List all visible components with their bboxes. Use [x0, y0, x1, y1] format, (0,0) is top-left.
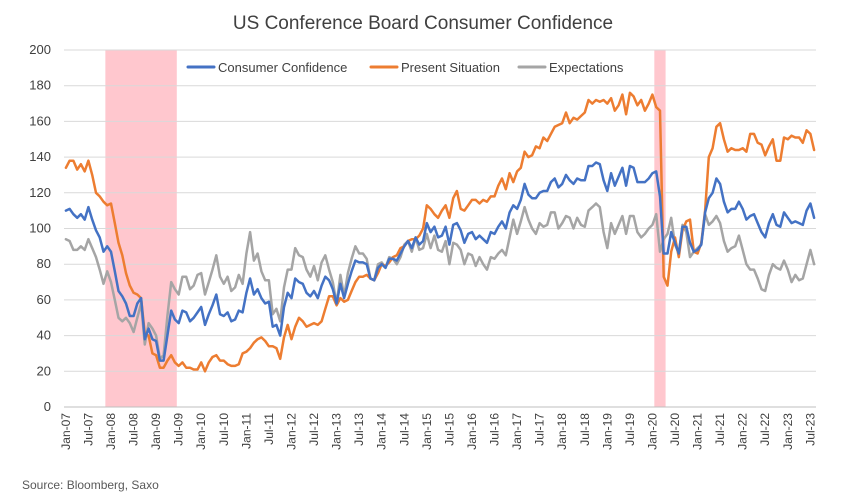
- legend-label-consumer-confidence: Consumer Confidence: [218, 60, 347, 75]
- x-tick-label: Jan-13: [330, 413, 344, 450]
- x-tick-label: Jan-18: [555, 413, 569, 450]
- y-tick-label: 40: [37, 328, 51, 343]
- series-lines: [64, 91, 816, 373]
- x-tick-label: Jan-12: [284, 413, 298, 450]
- x-tick-label: Jul-10: [217, 413, 231, 446]
- y-tick-label: 100: [29, 221, 51, 236]
- x-tick-label: Jul-14: [397, 413, 411, 446]
- x-tick-label: Jul-17: [533, 413, 547, 446]
- y-tick-label: 200: [29, 42, 51, 57]
- series-line-expectations: [64, 202, 816, 361]
- x-tick-label: Jul-13: [352, 413, 366, 446]
- x-tick-label: Jan-15: [420, 413, 434, 450]
- y-tick-label: 180: [29, 78, 51, 93]
- x-tick-label: Jan-19: [600, 413, 614, 450]
- y-tick-label: 0: [44, 399, 51, 414]
- series-line-present-situation: [64, 91, 816, 373]
- y-tick-label: 80: [37, 256, 51, 271]
- chart-title: US Conference Board Consumer Confidence: [233, 13, 613, 34]
- x-tick-label: Jan-23: [781, 413, 795, 450]
- x-tick-label: Jul-07: [81, 413, 95, 446]
- x-axis: Jan-07 Jul-07 Jan-08 Jul-08 Jan-09 Jul-09 Jan-…: [59, 413, 817, 450]
- source-note: Source: Bloomberg, Saxo: [22, 478, 159, 492]
- legend-label-expectations: Expectations: [549, 60, 624, 75]
- x-tick-label: Jul-18: [578, 413, 592, 446]
- x-tick-label: Jul-23: [803, 413, 817, 446]
- x-tick-label: Jan-09: [149, 413, 163, 450]
- x-tick-label: Jul-11: [262, 413, 276, 445]
- y-tick-label: 160: [29, 113, 51, 128]
- series-line-consumer-confidence: [64, 161, 816, 362]
- x-tick-label: Jan-08: [104, 413, 118, 450]
- x-tick-label: Jan-14: [375, 413, 389, 450]
- legend: Consumer Confidence Present Situation Expe…: [186, 60, 624, 75]
- x-tick-label: Jan-22: [736, 413, 750, 450]
- x-tick-label: Jul-16: [488, 413, 502, 446]
- y-tick-label: 20: [37, 363, 51, 378]
- x-tick-label: Jan-11: [239, 413, 253, 449]
- x-tick-label: Jul-09: [172, 413, 186, 446]
- y-tick-label: 140: [29, 149, 51, 164]
- gridlines: [64, 49, 816, 408]
- legend-label-present-situation: Present Situation: [401, 60, 500, 75]
- x-tick-label: Jul-08: [127, 413, 141, 446]
- x-tick-label: Jul-19: [623, 413, 637, 446]
- x-tick-label: Jul-15: [442, 413, 456, 446]
- y-tick-label: 120: [29, 185, 51, 200]
- x-tick-label: Jul-21: [713, 413, 727, 446]
- x-tick-label: Jan-16: [465, 413, 479, 450]
- x-tick-label: Jan-07: [59, 413, 73, 450]
- x-tick-label: Jan-17: [510, 413, 524, 450]
- x-tick-label: Jul-12: [307, 413, 321, 446]
- x-tick-label: Jul-20: [668, 413, 682, 446]
- x-tick-label: Jan-10: [194, 413, 208, 450]
- x-tick-label: Jan-20: [645, 413, 659, 450]
- y-axis: 0 20 40 60 80 100 120 140 160 180 200: [29, 42, 51, 414]
- y-tick-label: 60: [37, 292, 51, 307]
- x-tick-label: Jan-21: [691, 413, 705, 450]
- x-tick-label: Jul-22: [758, 413, 772, 446]
